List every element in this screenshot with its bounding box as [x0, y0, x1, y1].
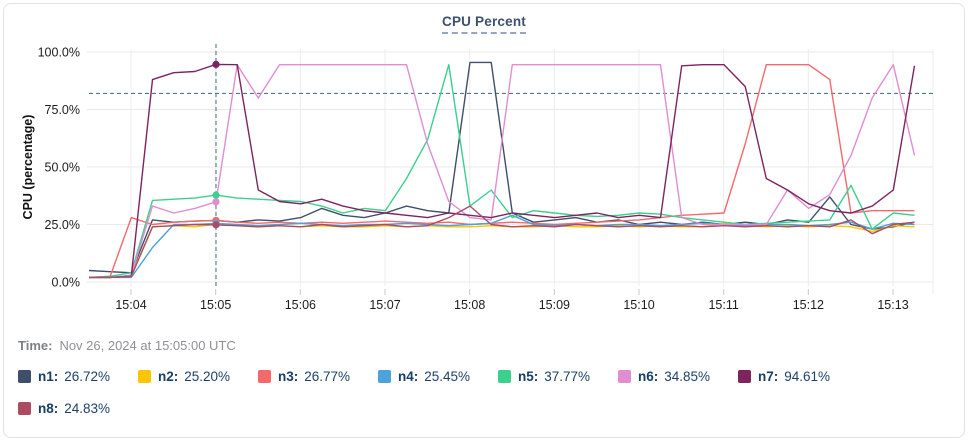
- series-line-n4: [89, 214, 915, 279]
- legend-series-value: 25.20%: [184, 369, 231, 384]
- legend-series-value: 24.83%: [64, 401, 111, 416]
- x-tick-label: 15:12: [793, 298, 824, 312]
- crosshair-dot-n7: [212, 60, 220, 68]
- legend-item-n8[interactable]: n8: 24.83%: [18, 398, 138, 419]
- crosshair-dot-n5: [212, 191, 220, 199]
- legend-series-name: n7:: [758, 369, 779, 384]
- time-label: Time:: [18, 338, 53, 353]
- legend-swatch-n7: [738, 370, 751, 383]
- chart-card: CPU Percent 0.0% 25.0% 50.0% 75.0% 100.0% 15:…: [3, 3, 965, 438]
- legend-item-n6[interactable]: n6: 34.85%: [618, 366, 738, 387]
- legend-series-name: n4:: [398, 369, 419, 384]
- legend-series-name: n3:: [278, 369, 299, 384]
- legend-swatch-n8: [18, 402, 31, 415]
- cpu-percent-chart[interactable]: 0.0% 25.0% 50.0% 75.0% 100.0% 15:04 15:05 15:06…: [4, 40, 966, 312]
- y-tick-label: 25.0%: [45, 218, 80, 232]
- legend-swatch-n4: [378, 370, 391, 383]
- legend-swatch-n6: [618, 370, 631, 383]
- y-tick-label: 50.0%: [45, 161, 80, 175]
- legend-swatch-n3: [258, 370, 271, 383]
- legend: n1: 26.72% n2: 25.20% n3: 26.77% n4: 25.…: [18, 366, 888, 430]
- legend-series-name: n1:: [38, 369, 59, 384]
- legend-item-n2[interactable]: n2: 25.20%: [138, 366, 258, 387]
- x-tick-label: 15:08: [454, 298, 485, 312]
- legend-series-name: n5:: [518, 369, 539, 384]
- x-tick-label: 15:04: [115, 298, 146, 312]
- series-line-n5: [88, 64, 915, 279]
- legend-swatch-n2: [138, 370, 151, 383]
- legend-item-n3[interactable]: n3: 26.77%: [258, 366, 378, 387]
- legend-series-value: 34.85%: [664, 369, 711, 384]
- legend-series-value: 26.72%: [64, 369, 111, 384]
- y-tick-label: 75.0%: [45, 103, 80, 117]
- time-value: Nov 26, 2024 at 15:05:00 UTC: [59, 338, 236, 353]
- y-axis-title: CPU (percentage): [21, 115, 35, 220]
- legend-item-n4[interactable]: n4: 25.45%: [378, 366, 498, 387]
- time-note: Time: Nov 26, 2024 at 15:05:00 UTC: [18, 338, 236, 353]
- legend-series-value: 37.77%: [544, 369, 591, 384]
- legend-series-value: 26.77%: [304, 369, 351, 384]
- legend-series-name: n8:: [38, 401, 59, 416]
- legend-series-name: n2:: [158, 369, 179, 384]
- legend-item-n7[interactable]: n7: 94.61%: [738, 366, 858, 387]
- series-line-n3: [88, 64, 915, 279]
- series-line-n2: [89, 222, 915, 279]
- crosshair-dot-n6: [212, 198, 220, 206]
- x-tick-label: 15:13: [877, 298, 908, 312]
- x-tick-label: 15:06: [285, 298, 316, 312]
- legend-item-n1[interactable]: n1: 26.72%: [18, 366, 138, 387]
- crosshair-dot-n8: [212, 221, 220, 229]
- x-tick-label: 15:11: [708, 298, 738, 312]
- x-tick-label: 15:05: [200, 298, 231, 312]
- legend-swatch-n5: [498, 370, 511, 383]
- legend-swatch-n1: [18, 370, 31, 383]
- x-tick-label: 15:10: [623, 298, 654, 312]
- y-tick-label: 0.0%: [52, 276, 81, 290]
- series-line-n7: [89, 63, 916, 279]
- legend-series-value: 94.61%: [784, 369, 831, 384]
- x-tick-label: 15:09: [539, 298, 570, 312]
- legend-item-n5[interactable]: n5: 37.77%: [498, 366, 618, 387]
- legend-series-value: 25.45%: [424, 369, 471, 384]
- series-line-n6: [89, 64, 916, 279]
- series-line-n1: [88, 61, 915, 274]
- chart-title-row: CPU Percent: [4, 13, 964, 34]
- series-line-n8: [89, 205, 915, 279]
- x-tick-label: 15:07: [369, 298, 400, 312]
- chart-title[interactable]: CPU Percent: [442, 14, 526, 34]
- legend-series-name: n6:: [638, 369, 659, 384]
- y-tick-label: 100.0%: [38, 46, 80, 60]
